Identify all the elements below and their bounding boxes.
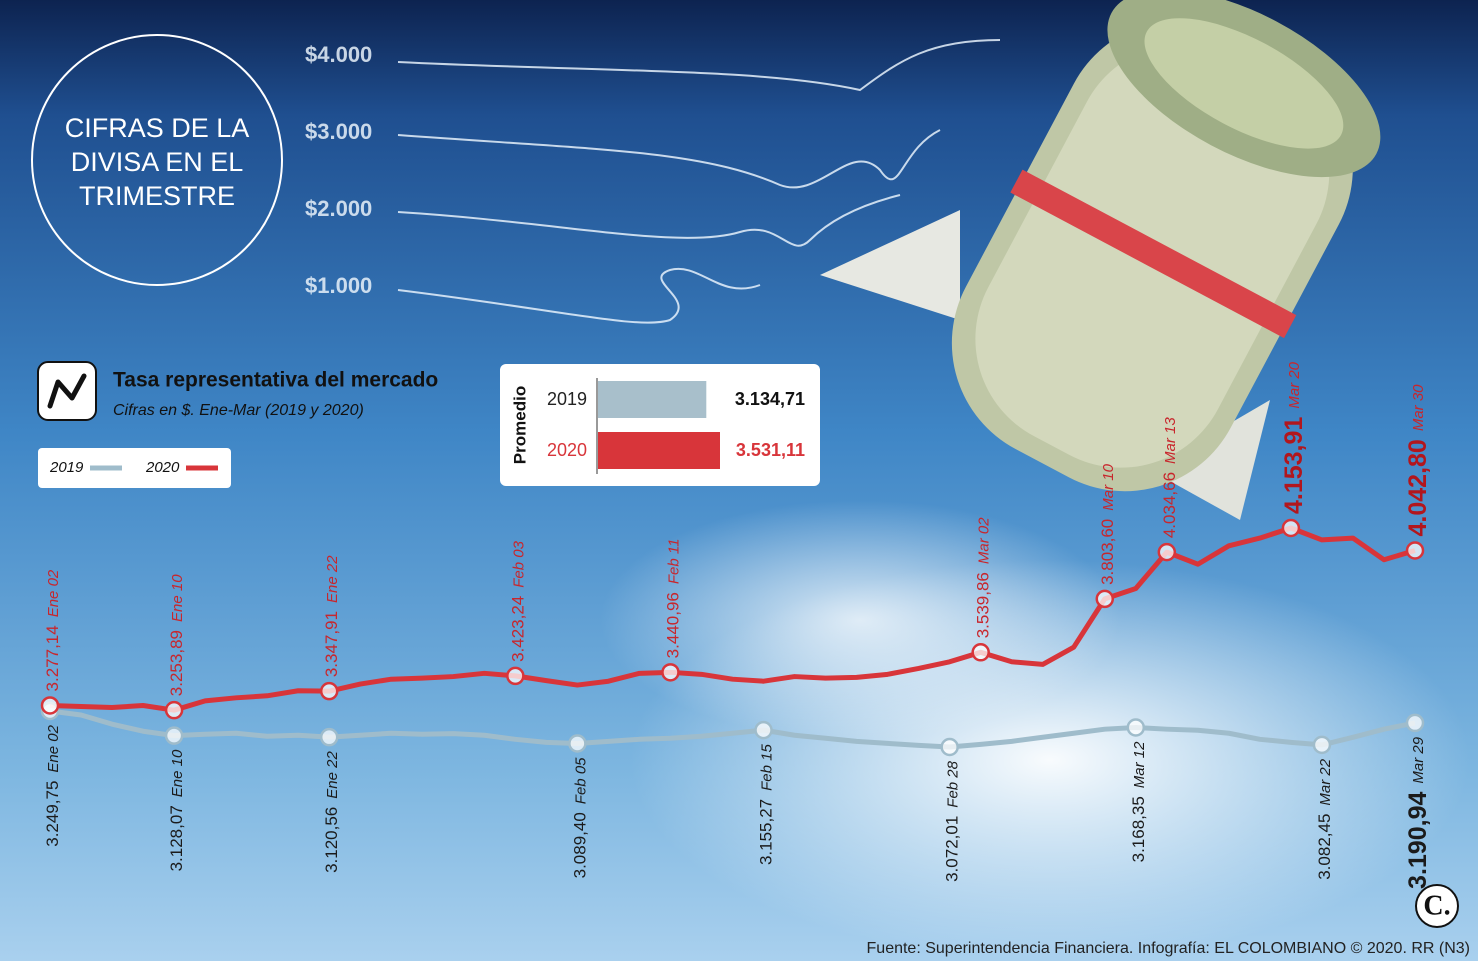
point bbox=[1407, 542, 1423, 558]
bar-value: 3.531,11 bbox=[736, 440, 805, 460]
point-label: 3.082,45 Mar 22 bbox=[1315, 758, 1334, 880]
chart-title: Tasa representativa del mercado bbox=[113, 369, 438, 392]
value-label: 3.120,56 bbox=[323, 807, 342, 873]
point bbox=[756, 722, 772, 738]
point-label: 3.803,60 Mar 10 bbox=[1098, 463, 1117, 585]
date-label: Feb 03 bbox=[510, 540, 527, 587]
headline: TRIMESTRE bbox=[79, 181, 235, 211]
value-label: 4.042,80 bbox=[1404, 439, 1432, 536]
value-label: 3.128,07 bbox=[168, 805, 187, 871]
background-label: $2.000 bbox=[305, 196, 372, 221]
date-label: Mar 29 bbox=[1410, 736, 1427, 783]
value-label: 3.082,45 bbox=[1315, 814, 1334, 880]
point bbox=[507, 668, 523, 684]
date-label: Ene 22 bbox=[324, 555, 341, 603]
date-label: Mar 10 bbox=[1100, 463, 1117, 510]
date-label: Mar 22 bbox=[1317, 758, 1334, 805]
value-label: 4.153,91 bbox=[1280, 417, 1308, 514]
point-label: 3.249,75 Ene 02 bbox=[43, 724, 62, 846]
point-label: 3.120,56 Ene 22 bbox=[323, 751, 342, 873]
background-label: $1.000 bbox=[305, 273, 372, 298]
point bbox=[1283, 520, 1299, 536]
point-label: 3.168,35 Mar 12 bbox=[1129, 741, 1148, 863]
legend-label: 2019 bbox=[49, 459, 84, 476]
date-label: Mar 12 bbox=[1131, 741, 1148, 788]
bar bbox=[598, 381, 706, 418]
value-label: 3.168,35 bbox=[1129, 796, 1148, 862]
point bbox=[321, 683, 337, 699]
point-label: 3.539,86 Mar 02 bbox=[974, 517, 993, 639]
point bbox=[1128, 719, 1144, 735]
point-label: 3.072,01 Feb 28 bbox=[943, 760, 962, 882]
value-label: 3.423,24 bbox=[509, 596, 528, 662]
point bbox=[1314, 737, 1330, 753]
point bbox=[1097, 591, 1113, 607]
page: { "header": {"title_lines": ["CIFRAS DE … bbox=[0, 0, 1478, 961]
background-label: $4.000 bbox=[305, 42, 372, 67]
value-label: 3.253,89 bbox=[168, 630, 187, 696]
value-label: 3.089,40 bbox=[571, 812, 590, 878]
date-label: Feb 28 bbox=[945, 760, 962, 807]
headline: CIFRAS DE LA bbox=[65, 113, 250, 143]
value-label: 3.072,01 bbox=[943, 816, 962, 882]
point bbox=[973, 644, 989, 660]
legend-label: 2020 bbox=[145, 459, 180, 476]
value-label: 3.347,91 bbox=[323, 611, 342, 677]
date-label: Ene 02 bbox=[45, 569, 62, 617]
bar-category: 2020 bbox=[547, 440, 587, 460]
value-label: 4.034,66 bbox=[1160, 472, 1179, 538]
source: Fuente: Superintendencia Financiera. Inf… bbox=[867, 940, 1470, 957]
point-label: 3.128,07 Ene 10 bbox=[168, 749, 187, 871]
logo: C. bbox=[1423, 890, 1450, 921]
background-label: $3.000 bbox=[305, 119, 372, 144]
date-label: Mar 20 bbox=[1286, 361, 1303, 408]
date-label: Ene 10 bbox=[169, 749, 186, 797]
date-label: Ene 02 bbox=[45, 724, 62, 772]
date-label: Ene 10 bbox=[169, 574, 186, 622]
bar-value: 3.134,71 bbox=[735, 389, 805, 409]
point-label: 3.440,96 Feb 11 bbox=[664, 539, 683, 659]
point-label: 3.089,40 Feb 05 bbox=[571, 757, 590, 879]
date-label: Feb 15 bbox=[758, 743, 775, 790]
point bbox=[662, 664, 678, 680]
value-label: 3.539,86 bbox=[974, 572, 993, 638]
point-label: 3.253,89 Ene 10 bbox=[168, 574, 187, 696]
point bbox=[166, 728, 182, 744]
date-label: Mar 13 bbox=[1162, 417, 1179, 464]
point-label: 3.155,27 Feb 15 bbox=[757, 743, 776, 865]
value-label: 3.277,14 bbox=[43, 625, 62, 691]
date-label: Ene 22 bbox=[324, 751, 341, 799]
point-label: 4.034,66 Mar 13 bbox=[1160, 417, 1179, 539]
point-label: 3.423,24 Feb 03 bbox=[509, 540, 528, 662]
chart-subtitle: Cifras en $. Ene-Mar (2019 y 2020) bbox=[113, 402, 364, 419]
date-label: Feb 05 bbox=[572, 757, 589, 804]
infographic: CIFRAS DE LA DIVISA EN EL TRIMESTRE $4.0… bbox=[0, 0, 1478, 961]
point-label: 3.277,14 Ene 02 bbox=[43, 569, 62, 691]
value-label: 3.803,60 bbox=[1098, 519, 1117, 585]
point bbox=[42, 697, 58, 713]
point bbox=[1407, 715, 1423, 731]
date-label: Mar 02 bbox=[976, 517, 993, 564]
average-title: Promedio bbox=[510, 386, 529, 464]
value-label: 3.440,96 bbox=[664, 592, 683, 658]
point bbox=[1159, 544, 1175, 560]
bar-category: 2019 bbox=[547, 389, 587, 409]
point bbox=[166, 702, 182, 718]
bar bbox=[598, 432, 720, 469]
value-label: 3.249,75 bbox=[43, 781, 62, 847]
value-label: 3.155,27 bbox=[757, 799, 776, 865]
value-label: 3.190,94 bbox=[1404, 792, 1432, 889]
point bbox=[569, 735, 585, 751]
headline: DIVISA EN EL bbox=[71, 147, 244, 177]
point bbox=[321, 729, 337, 745]
point bbox=[942, 739, 958, 755]
point-label: 3.347,91 Ene 22 bbox=[323, 555, 342, 677]
date-label: Mar 30 bbox=[1410, 384, 1427, 431]
date-label: Feb 11 bbox=[665, 539, 682, 585]
